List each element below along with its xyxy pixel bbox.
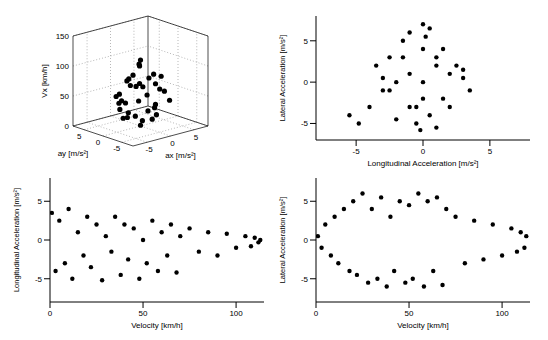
svg-text:-5: -5 — [301, 275, 309, 284]
svg-text:-5: -5 — [301, 119, 309, 128]
svg-text:Longitudinal Acceleration [m/s: Longitudinal Acceleration [m/s²] — [367, 159, 478, 168]
svg-text:ay [m/s²]: ay [m/s²] — [58, 149, 89, 158]
svg-text:5: 5 — [488, 147, 493, 156]
svg-text:5: 5 — [194, 133, 199, 142]
svg-text:Velocity [km/h]: Velocity [km/h] — [131, 321, 183, 330]
svg-text:0: 0 — [48, 309, 53, 318]
svg-text:50: 50 — [60, 92, 69, 101]
svg-text:5: 5 — [77, 132, 82, 141]
svg-text:5: 5 — [38, 197, 43, 206]
svg-text:0: 0 — [65, 122, 70, 131]
svg-text:0: 0 — [421, 147, 426, 156]
svg-text:Lateral Acceleration [m/s²]: Lateral Acceleration [m/s²] — [278, 35, 287, 122]
svg-text:5: 5 — [304, 197, 309, 206]
svg-text:Longitudinal Acceleration [m/s: Longitudinal Acceleration [m/s²] — [12, 188, 21, 292]
svg-text:0: 0 — [314, 309, 319, 318]
svg-text:100: 100 — [229, 309, 243, 318]
svg-text:Lateral Acceleration [m/s²]: Lateral Acceleration [m/s²] — [278, 197, 287, 284]
svg-text:-5: -5 — [146, 145, 154, 154]
svg-text:0: 0 — [304, 78, 309, 87]
svg-text:150: 150 — [56, 32, 70, 41]
svg-text:Vx [km/h]: Vx [km/h] — [40, 64, 49, 97]
svg-text:0: 0 — [96, 138, 101, 147]
svg-text:50: 50 — [405, 309, 414, 318]
svg-text:100: 100 — [56, 62, 70, 71]
svg-text:50: 50 — [139, 309, 148, 318]
svg-text:-5: -5 — [353, 147, 361, 156]
svg-text:0: 0 — [38, 236, 43, 245]
svg-text:0: 0 — [170, 139, 175, 148]
svg-text:0: 0 — [304, 236, 309, 245]
svg-text:5: 5 — [304, 37, 309, 46]
svg-text:-5: -5 — [113, 144, 121, 153]
svg-text:100: 100 — [495, 309, 509, 318]
svg-text:ax [m/s²]: ax [m/s²] — [165, 151, 196, 160]
svg-text:Velocity [km/h]: Velocity [km/h] — [397, 321, 449, 330]
svg-text:-5: -5 — [35, 275, 43, 284]
